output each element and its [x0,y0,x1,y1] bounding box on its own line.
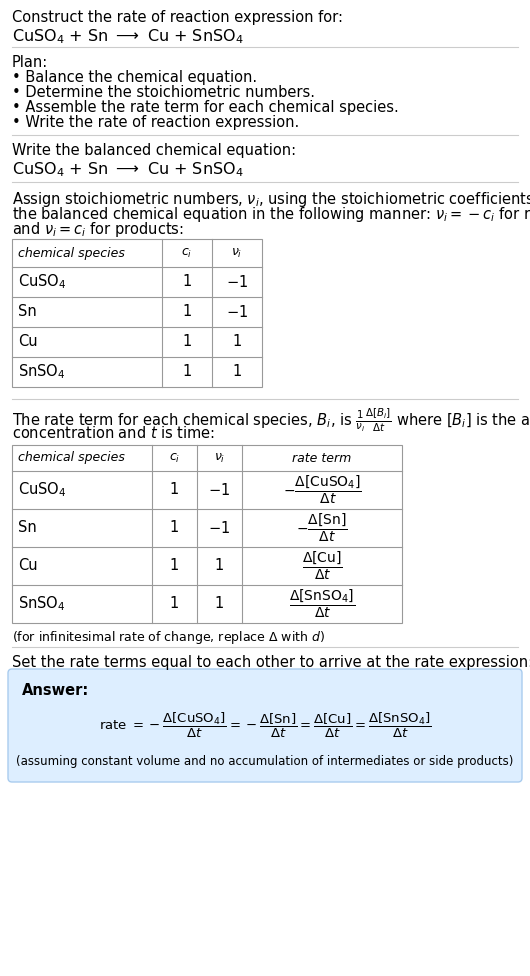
Text: (assuming constant volume and no accumulation of intermediates or side products): (assuming constant volume and no accumul… [16,755,514,768]
Text: 1: 1 [182,305,192,319]
Text: the balanced chemical equation in the following manner: $\nu_i = -c_i$ for react: the balanced chemical equation in the fo… [12,205,530,224]
Text: $\dfrac{\Delta[\mathregular{SnSO_4}]}{\Delta t}$: $\dfrac{\Delta[\mathregular{SnSO_4}]}{\D… [289,588,355,620]
Text: The rate term for each chemical species, $B_i$, is $\frac{1}{\nu_i}\frac{\Delta[: The rate term for each chemical species,… [12,407,530,434]
Text: 1: 1 [170,596,179,612]
Text: • Balance the chemical equation.: • Balance the chemical equation. [12,70,257,85]
Text: • Write the rate of reaction expression.: • Write the rate of reaction expression. [12,115,299,130]
Text: $\nu_i$: $\nu_i$ [214,452,225,465]
Text: 1: 1 [170,520,179,536]
Text: 1: 1 [182,274,192,290]
Text: chemical species: chemical species [18,452,125,465]
Text: $-1$: $-1$ [208,482,231,498]
Text: 1: 1 [170,558,179,574]
Text: Construct the rate of reaction expression for:: Construct the rate of reaction expressio… [12,10,343,25]
Text: concentration and $t$ is time:: concentration and $t$ is time: [12,425,215,441]
Text: Sn: Sn [18,305,37,319]
Text: $\mathregular{CuSO_4}$: $\mathregular{CuSO_4}$ [18,480,66,500]
Text: $-1$: $-1$ [226,274,248,290]
Text: Cu: Cu [18,558,38,574]
Text: rate $= -\dfrac{\Delta[\mathregular{CuSO_4}]}{\Delta t} = -\dfrac{\Delta[\mathrm: rate $= -\dfrac{\Delta[\mathregular{CuSO… [99,711,431,740]
Text: $\mathregular{CuSO_4}$ $+$ Sn $\longrightarrow$ Cu $+$ $\mathregular{SnSO_4}$: $\mathregular{CuSO_4}$ $+$ Sn $\longrigh… [12,27,244,46]
Text: chemical species: chemical species [18,247,125,260]
Text: Assign stoichiometric numbers, $\nu_i$, using the stoichiometric coefficients, $: Assign stoichiometric numbers, $\nu_i$, … [12,190,530,209]
Text: $\mathregular{SnSO_4}$: $\mathregular{SnSO_4}$ [18,363,65,382]
FancyBboxPatch shape [8,669,522,782]
Text: $c_i$: $c_i$ [169,452,180,465]
Text: • Determine the stoichiometric numbers.: • Determine the stoichiometric numbers. [12,85,315,100]
Text: $\mathregular{CuSO_4}$ $+$ Sn $\longrightarrow$ Cu $+$ $\mathregular{SnSO_4}$: $\mathregular{CuSO_4}$ $+$ Sn $\longrigh… [12,160,244,179]
Text: Set the rate terms equal to each other to arrive at the rate expression:: Set the rate terms equal to each other t… [12,655,530,670]
Text: $\nu_i$: $\nu_i$ [231,247,243,260]
Text: • Assemble the rate term for each chemical species.: • Assemble the rate term for each chemic… [12,100,399,115]
Text: Cu: Cu [18,335,38,349]
Text: 1: 1 [232,335,242,349]
Bar [12,239,262,387]
Text: Answer:: Answer: [22,683,89,698]
Text: $c_i$: $c_i$ [181,247,192,260]
Text: $-\dfrac{\Delta[\mathregular{CuSO_4}]}{\Delta t}$: $-\dfrac{\Delta[\mathregular{CuSO_4}]}{\… [282,473,361,507]
Text: $\mathregular{CuSO_4}$: $\mathregular{CuSO_4}$ [18,272,66,292]
Bar [12,445,402,623]
Text: $-1$: $-1$ [226,304,248,320]
Text: (for infinitesimal rate of change, replace $\Delta$ with $d$): (for infinitesimal rate of change, repla… [12,629,325,646]
Text: Plan:: Plan: [12,55,48,70]
Text: 1: 1 [215,596,224,612]
Text: $\mathregular{SnSO_4}$: $\mathregular{SnSO_4}$ [18,594,65,613]
Text: Sn: Sn [18,520,37,536]
Text: $-\dfrac{\Delta[\mathrm{Sn}]}{\Delta t}$: $-\dfrac{\Delta[\mathrm{Sn}]}{\Delta t}$ [296,511,348,545]
Text: $-1$: $-1$ [208,520,231,536]
Text: 1: 1 [182,364,192,380]
Text: 1: 1 [215,558,224,574]
Text: Write the balanced chemical equation:: Write the balanced chemical equation: [12,143,296,158]
Text: $\dfrac{\Delta[\mathrm{Cu}]}{\Delta t}$: $\dfrac{\Delta[\mathrm{Cu}]}{\Delta t}$ [302,549,342,582]
Text: 1: 1 [232,364,242,380]
Text: 1: 1 [170,482,179,498]
Text: 1: 1 [182,335,192,349]
Text: rate term: rate term [293,452,351,465]
Text: and $\nu_i = c_i$ for products:: and $\nu_i = c_i$ for products: [12,220,184,239]
